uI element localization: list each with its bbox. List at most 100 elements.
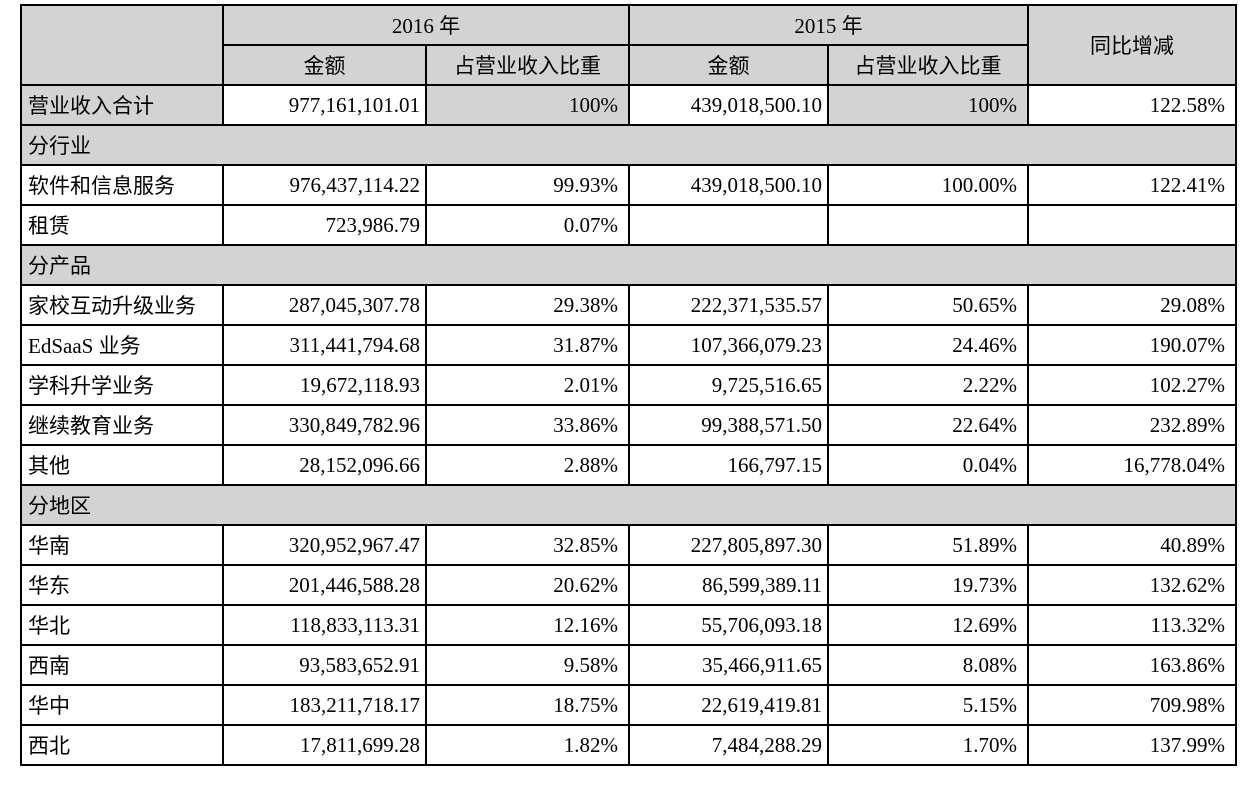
row-label: 西南 (20, 644, 224, 686)
corner-cell (20, 4, 224, 86)
row-label: 其他 (20, 444, 224, 486)
table-row: 华中 183,211,718.17 18.75% 22,619,419.81 5.15%… (20, 684, 1237, 726)
amount-2015-cell: 22,619,419.81 (628, 684, 829, 726)
ratio-2015-cell (827, 204, 1029, 246)
amount-2016-cell: 976,437,114.22 (222, 164, 427, 206)
amount-2016-cell: 17,811,699.28 (222, 724, 427, 766)
yoy-cell: 163.86% (1027, 644, 1237, 686)
amount-2015-cell: 166,797.15 (628, 444, 829, 486)
section-row: 分地区 (20, 484, 1237, 526)
ratio-2015-cell: 100.00% (827, 164, 1029, 206)
yoy-cell: 16,778.04% (1027, 444, 1237, 486)
amount-2016-cell: 977,161,101.01 (222, 84, 427, 126)
amount-2016-cell: 118,833,113.31 (222, 604, 427, 646)
amount-2015-cell: 222,371,535.57 (628, 284, 829, 326)
section-row: 分行业 (20, 124, 1237, 166)
ratio-2015-cell: 0.04% (827, 444, 1029, 486)
table-row: 西南 93,583,652.91 9.58% 35,466,911.65 8.08% 16… (20, 644, 1237, 686)
ratio-2016-cell: 20.62% (425, 564, 630, 606)
amount-2015-cell: 55,706,093.18 (628, 604, 829, 646)
row-label: EdSaaS 业务 (20, 324, 224, 366)
yoy-cell (1027, 204, 1237, 246)
yoy-cell: 232.89% (1027, 404, 1237, 446)
table-header: 2016 年 2015 年 同比增减 金额 占营业收入比重 金额 占营业收入比重 (20, 4, 1237, 86)
ratio-2016-cell: 100% (425, 84, 630, 126)
row-label: 营业收入合计 (20, 84, 224, 126)
amount-2016-cell: 183,211,718.17 (222, 684, 427, 726)
table-body: 营业收入合计 977,161,101.01 100% 439,018,500.10 10… (20, 84, 1237, 766)
amount-2016-cell: 311,441,794.68 (222, 324, 427, 366)
amount-2015-cell: 86,599,389.11 (628, 564, 829, 606)
amount-2016-header: 金额 (222, 44, 427, 86)
yoy-header: 同比增减 (1027, 4, 1237, 86)
table-row: 软件和信息服务 976,437,114.22 99.93% 439,018,500.1… (20, 164, 1237, 206)
yoy-cell: 122.41% (1027, 164, 1237, 206)
amount-2016-cell: 201,446,588.28 (222, 564, 427, 606)
ratio-2016-cell: 99.93% (425, 164, 630, 206)
amount-2016-cell: 28,152,096.66 (222, 444, 427, 486)
table-row: 学科升学业务 19,672,118.93 2.01% 9,725,516.65 2.22… (20, 364, 1237, 406)
amount-2015-cell: 227,805,897.30 (628, 524, 829, 566)
table-row: 华南 320,952,967.47 32.85% 227,805,897.30 51.8… (20, 524, 1237, 566)
year-2016-header: 2016 年 (222, 4, 630, 46)
amount-2015-header: 金额 (628, 44, 829, 86)
amount-2015-cell (628, 204, 829, 246)
ratio-2016-cell: 9.58% (425, 644, 630, 686)
amount-2015-cell: 107,366,079.23 (628, 324, 829, 366)
row-label: 西北 (20, 724, 224, 766)
table-row: 华东 201,446,588.28 20.62% 86,599,389.11 19.73… (20, 564, 1237, 606)
amount-2016-cell: 93,583,652.91 (222, 644, 427, 686)
row-label: 租赁 (20, 204, 224, 246)
table-row: 西北 17,811,699.28 1.82% 7,484,288.29 1.70% 137… (20, 724, 1237, 766)
ratio-2016-cell: 31.87% (425, 324, 630, 366)
row-label: 华东 (20, 564, 224, 606)
table-row: 其他 28,152,096.66 2.88% 166,797.15 0.04% 16,77… (20, 444, 1237, 486)
row-label: 华北 (20, 604, 224, 646)
amount-2016-cell: 320,952,967.47 (222, 524, 427, 566)
ratio-2016-cell: 32.85% (425, 524, 630, 566)
ratio-2016-cell: 0.07% (425, 204, 630, 246)
ratio-2015-cell: 100% (827, 84, 1029, 126)
revenue-breakdown-table: 2016 年 2015 年 同比增减 金额 占营业收入比重 金额 占营业收入比重… (20, 4, 1237, 766)
yoy-cell: 113.32% (1027, 604, 1237, 646)
header-row-metrics: 金额 占营业收入比重 金额 占营业收入比重 (21, 44, 1236, 86)
ratio-2015-cell: 19.73% (827, 564, 1029, 606)
yoy-cell: 709.98% (1027, 684, 1237, 726)
yoy-cell: 102.27% (1027, 364, 1237, 406)
table-row: 租赁 723,986.79 0.07% (20, 204, 1237, 246)
table-row: 家校互动升级业务 287,045,307.78 29.38% 222,371,535.… (20, 284, 1237, 326)
yoy-cell: 137.99% (1027, 724, 1237, 766)
ratio-2015-cell: 12.69% (827, 604, 1029, 646)
table-row: 继续教育业务 330,849,782.96 33.86% 99,388,571.50 2… (20, 404, 1237, 446)
yoy-cell: 190.07% (1027, 324, 1237, 366)
row-label: 学科升学业务 (20, 364, 224, 406)
ratio-2016-cell: 2.88% (425, 444, 630, 486)
row-label: 华南 (20, 524, 224, 566)
section-label: 分地区 (20, 484, 1237, 526)
header-row-years: 2016 年 2015 年 同比增减 (20, 4, 1237, 86)
row-label: 华中 (20, 684, 224, 726)
ratio-2015-cell: 8.08% (827, 644, 1029, 686)
amount-2016-cell: 723,986.79 (222, 204, 427, 246)
ratio-2015-cell: 50.65% (827, 284, 1029, 326)
ratio-2016-cell: 12.16% (425, 604, 630, 646)
amount-2015-cell: 439,018,500.10 (628, 84, 829, 126)
section-label: 分行业 (20, 124, 1237, 166)
amount-2015-cell: 35,466,911.65 (628, 644, 829, 686)
ratio-2016-header: 占营业收入比重 (425, 44, 630, 86)
ratio-2015-cell: 5.15% (827, 684, 1029, 726)
ratio-2015-cell: 51.89% (827, 524, 1029, 566)
year-2015-header: 2015 年 (628, 4, 1029, 46)
row-label: 软件和信息服务 (20, 164, 224, 206)
yoy-cell: 29.08% (1027, 284, 1237, 326)
amount-2015-cell: 99,388,571.50 (628, 404, 829, 446)
amount-2015-cell: 7,484,288.29 (628, 724, 829, 766)
row-label: 家校互动升级业务 (20, 284, 224, 326)
table-row: EdSaaS 业务 311,441,794.68 31.87% 107,366,079… (20, 324, 1237, 366)
yoy-cell: 132.62% (1027, 564, 1237, 606)
table-row: 华北 118,833,113.31 12.16% 55,706,093.18 12.69… (20, 604, 1237, 646)
yoy-cell: 40.89% (1027, 524, 1237, 566)
amount-2016-cell: 287,045,307.78 (222, 284, 427, 326)
row-label: 继续教育业务 (20, 404, 224, 446)
section-label: 分产品 (20, 244, 1237, 286)
